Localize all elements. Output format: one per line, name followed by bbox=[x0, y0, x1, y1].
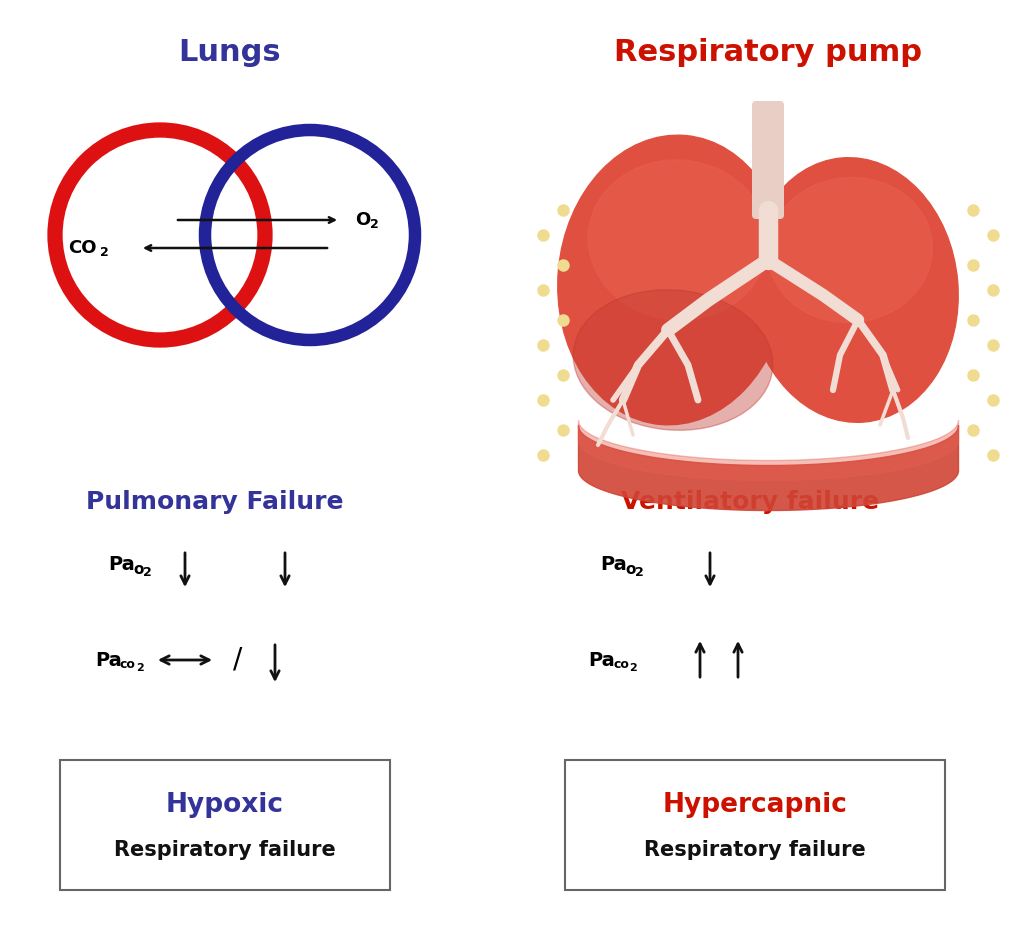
FancyBboxPatch shape bbox=[752, 101, 784, 219]
Text: Hypoxic: Hypoxic bbox=[166, 792, 284, 818]
Text: co: co bbox=[613, 658, 629, 671]
Text: Pa: Pa bbox=[95, 651, 122, 670]
Text: Respiratory failure: Respiratory failure bbox=[114, 840, 336, 860]
FancyBboxPatch shape bbox=[60, 760, 390, 890]
Text: Pa: Pa bbox=[588, 651, 614, 670]
Text: 2: 2 bbox=[100, 247, 109, 259]
Ellipse shape bbox=[573, 290, 773, 430]
Text: Respiratory pump: Respiratory pump bbox=[614, 38, 922, 67]
Text: Ventilatory failure: Ventilatory failure bbox=[621, 490, 879, 514]
Text: Pa: Pa bbox=[600, 556, 627, 575]
Text: o: o bbox=[625, 562, 635, 577]
FancyBboxPatch shape bbox=[565, 760, 945, 890]
Text: Pulmonary Failure: Pulmonary Failure bbox=[86, 490, 344, 514]
Text: CO: CO bbox=[68, 239, 96, 257]
Text: Pa: Pa bbox=[108, 556, 135, 575]
Text: O: O bbox=[355, 211, 371, 229]
Ellipse shape bbox=[768, 177, 933, 323]
Text: co: co bbox=[120, 658, 136, 671]
Text: o: o bbox=[133, 562, 143, 577]
Ellipse shape bbox=[588, 160, 768, 320]
Text: Respiratory failure: Respiratory failure bbox=[644, 840, 866, 860]
Text: Hypercapnic: Hypercapnic bbox=[663, 792, 848, 818]
Text: /: / bbox=[233, 646, 243, 674]
Text: Lungs: Lungs bbox=[178, 38, 282, 67]
Ellipse shape bbox=[748, 158, 958, 423]
Text: 2: 2 bbox=[136, 663, 143, 673]
Text: 2: 2 bbox=[629, 663, 637, 673]
Text: 2: 2 bbox=[370, 219, 379, 232]
Text: 2: 2 bbox=[635, 566, 644, 579]
Ellipse shape bbox=[558, 135, 788, 424]
Text: 2: 2 bbox=[143, 566, 152, 579]
